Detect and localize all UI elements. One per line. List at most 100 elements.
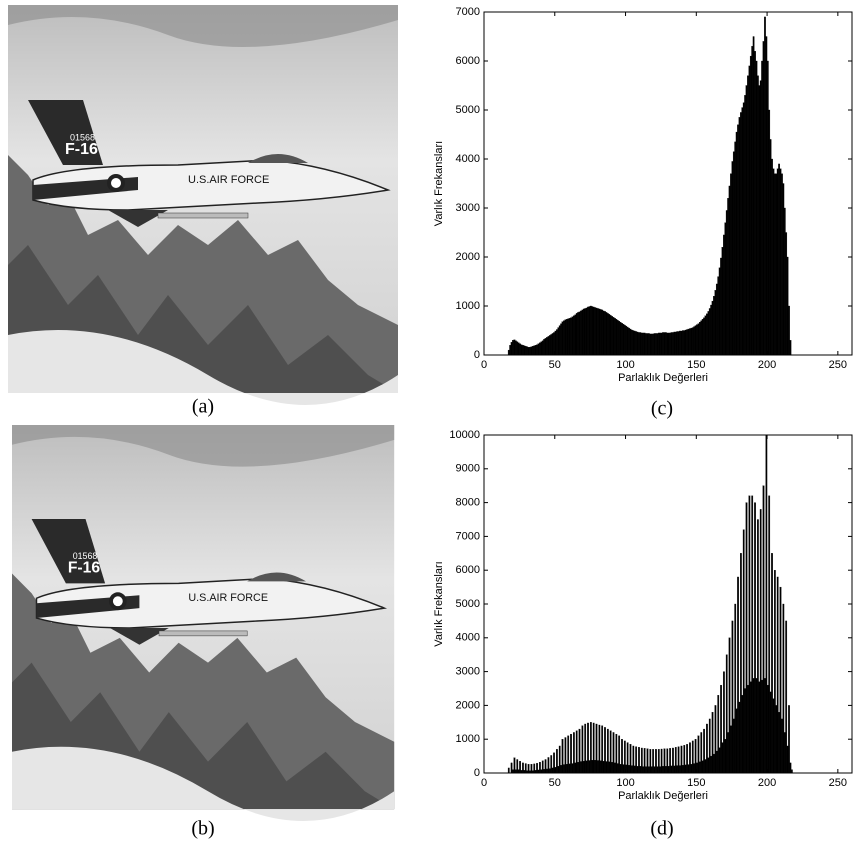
bar [764, 678, 766, 774]
bar [721, 742, 724, 774]
bar [772, 698, 775, 774]
bar [755, 60, 758, 356]
bar [551, 333, 554, 356]
bar [638, 332, 640, 356]
bar [642, 766, 645, 774]
bar [754, 502, 756, 774]
bar [653, 766, 656, 774]
bar [580, 310, 582, 356]
photo-a: F-16 01568 U.S.AIR FORCE [7, 4, 399, 406]
bar [573, 315, 575, 356]
y-tick-label: 1000 [456, 733, 480, 745]
bar [742, 102, 745, 356]
y-tick-label: 4000 [456, 632, 480, 644]
bar [740, 553, 742, 774]
bar [689, 328, 691, 356]
bar [581, 725, 584, 774]
bar [557, 766, 560, 774]
bar [673, 765, 676, 774]
bar [517, 769, 520, 774]
bar [674, 747, 677, 774]
bar [611, 316, 613, 356]
bar [652, 333, 654, 356]
bar [534, 345, 537, 356]
bar [713, 296, 715, 356]
bar [568, 318, 571, 356]
bar [611, 762, 613, 774]
bar [720, 257, 722, 356]
bar [577, 312, 579, 356]
bar [509, 345, 512, 356]
bar [561, 321, 564, 356]
bar [738, 701, 741, 774]
bar [522, 762, 524, 774]
bar [556, 749, 558, 774]
bar [714, 290, 717, 356]
serial-text: 01568 [70, 132, 95, 142]
bar [783, 207, 786, 356]
photo-b: F-16 01568 U.S.AIR FORCE [11, 424, 395, 822]
bar [690, 327, 693, 356]
bar [725, 654, 728, 774]
bar [568, 763, 571, 774]
bar [536, 344, 538, 356]
bar [735, 708, 738, 774]
bar [679, 765, 681, 774]
bar [779, 168, 782, 356]
bar [657, 332, 660, 356]
bar [592, 306, 595, 356]
bar [597, 308, 599, 356]
bar [571, 763, 574, 774]
bar [758, 681, 761, 774]
bar [717, 276, 720, 356]
bar [701, 760, 704, 774]
bar [779, 586, 782, 774]
bar [640, 747, 643, 774]
bar [519, 343, 521, 356]
bar [548, 335, 551, 356]
bar [621, 322, 623, 356]
bar [761, 60, 763, 356]
bar [698, 761, 701, 774]
bar [543, 769, 546, 774]
bar [669, 332, 671, 356]
bar [595, 723, 598, 774]
bar [639, 332, 642, 356]
bar [710, 304, 713, 356]
bar [598, 724, 601, 774]
bar [676, 765, 679, 774]
bar [514, 769, 517, 774]
bar [667, 766, 670, 774]
bar [618, 321, 621, 356]
bar [715, 283, 718, 356]
bar [744, 688, 746, 774]
y-tick-label: 0 [474, 349, 480, 361]
bar [507, 349, 510, 356]
bar [577, 762, 579, 774]
bar [527, 347, 530, 356]
bar [636, 331, 639, 356]
bar [721, 247, 724, 356]
bar [683, 745, 686, 774]
bar [785, 620, 788, 774]
bar [698, 322, 701, 356]
bar [585, 760, 588, 774]
bar [653, 333, 656, 356]
bar [757, 519, 759, 774]
bar [606, 313, 609, 356]
bar [648, 333, 650, 356]
bar [718, 747, 721, 774]
bar [723, 234, 725, 356]
plot-frame [483, 434, 853, 774]
bar [621, 739, 623, 774]
bar [588, 760, 591, 774]
bar [785, 232, 788, 356]
bar [734, 603, 737, 774]
bar [612, 317, 615, 356]
bar [781, 173, 783, 356]
bar [524, 763, 527, 774]
bar [533, 763, 536, 774]
bar [531, 346, 534, 356]
bar [547, 757, 550, 774]
bar [764, 16, 766, 356]
